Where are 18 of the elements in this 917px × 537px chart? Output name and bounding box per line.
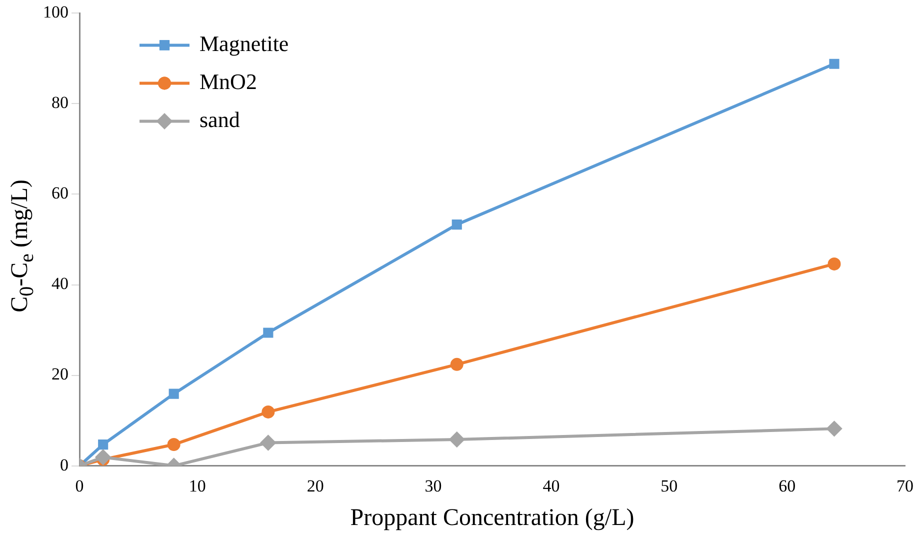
- y-tick-label: 80: [52, 93, 68, 112]
- x-tick-label: 10: [188, 476, 206, 496]
- y-tick-label: 0: [60, 455, 68, 474]
- x-tick-label: 30: [424, 476, 442, 496]
- x-tick-label: 50: [660, 476, 678, 496]
- x-tick-label: 40: [542, 476, 560, 496]
- legend-label: MnO2: [200, 68, 257, 94]
- x-tick-label: 60: [778, 476, 796, 496]
- y-tick-label: 100: [43, 2, 68, 22]
- legend-label: sand: [200, 106, 240, 132]
- x-axis-title: Proppant Concentration (g/L): [350, 504, 634, 531]
- y-tick-label: 20: [52, 364, 68, 384]
- x-tick-label: 20: [306, 476, 324, 496]
- x-tick-label: 70: [896, 476, 914, 496]
- x-tick-label: 0: [75, 476, 84, 496]
- y-tick-label: 60: [52, 184, 68, 203]
- y-tick-label: 40: [52, 274, 68, 294]
- legend-label: Magnetite: [200, 30, 289, 56]
